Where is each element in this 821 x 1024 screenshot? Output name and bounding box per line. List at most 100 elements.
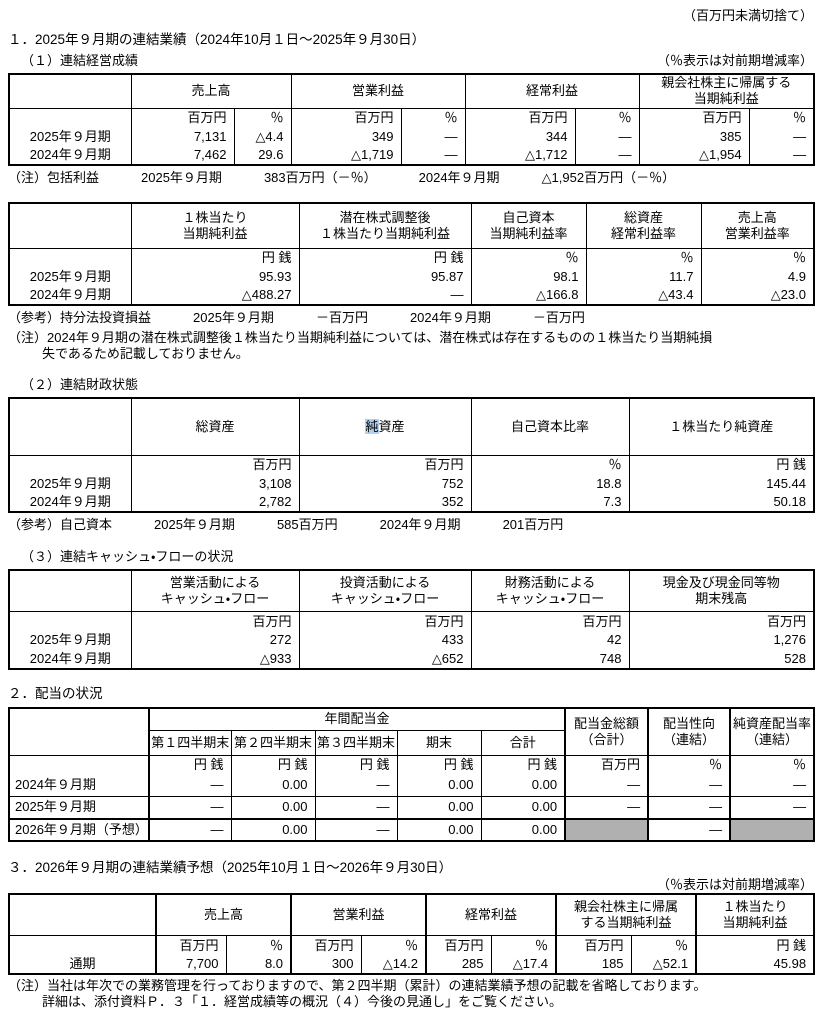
cell: △1,719	[290, 146, 402, 166]
section3-heading: ３．2026年９月期の連結業績予想（2025年10月１日～2026年９月30日）	[8, 859, 453, 875]
header-label: する当期純利益	[580, 915, 672, 931]
header-label: 経常利益	[465, 907, 518, 923]
cell: △17.4	[490, 954, 557, 974]
unit-cell: 百万円	[290, 935, 362, 955]
cell: 0.00	[480, 796, 566, 819]
header-label: 自己資本	[502, 210, 555, 226]
header-label: 親会社株主に帰属	[574, 899, 679, 915]
row-label: 2025年９月期	[8, 474, 132, 494]
header-label: 投資活動による	[339, 575, 431, 591]
per-share-table: １株当たり 当期純利益 潜在株式調整後 １株当たり当期純利益 自己資本 当期純利益率 …	[8, 202, 815, 307]
header-cell: 現金及び現金同等物 期末残高	[628, 569, 815, 613]
unit-cell: 百万円	[628, 611, 815, 631]
cell: △4.4	[233, 127, 292, 147]
cell: △1,712	[464, 146, 576, 166]
cell: 18.8	[470, 474, 630, 494]
cell: 0.00	[230, 796, 316, 819]
unit-cell: 円 銭	[480, 755, 566, 775]
cell: 50.18	[628, 493, 815, 513]
header-label: 期末残高	[695, 591, 748, 607]
unit-cell: 百万円	[425, 935, 492, 955]
cell: 748	[470, 649, 630, 669]
header-cell: 自己資本比率	[470, 397, 630, 456]
cell: 0.00	[396, 774, 482, 797]
header-label: キャッシュ・フロー	[330, 591, 440, 607]
header-label: （連結）	[663, 732, 716, 747]
unit-cell: ％	[574, 108, 640, 128]
cell	[8, 611, 132, 631]
unit-cell: 円 銭	[298, 248, 472, 268]
header-cell: 投資活動による キャッシュ・フロー	[298, 569, 472, 613]
cell: ―	[148, 774, 232, 797]
rounding-note: （百万円未満切捨て）	[682, 8, 813, 23]
cell: ―	[400, 127, 466, 147]
selected-text: 純	[365, 419, 379, 434]
row-label: 2025年９月期	[8, 267, 132, 287]
header-row: 売上高 営業利益 経常利益 親会社株主に帰属 する当期純利益 １株当たり 当期純利益	[8, 893, 815, 937]
cell: △1,954	[638, 146, 750, 166]
note-text: 201百万円	[502, 517, 564, 533]
header-cell: 売上高	[130, 73, 292, 109]
header-row: 第１四半期末 第２四半期末 第３四半期末 期末 合計	[9, 730, 814, 757]
cell: ―	[729, 774, 815, 797]
operating-results-table: 売上高 営業利益 経常利益 親会社株主に帰属する 当期純利益 百万円 ％ 百万円 …	[8, 73, 816, 167]
cell: 285	[425, 954, 492, 974]
unit-cell: 百万円	[130, 108, 235, 128]
cell: 352	[298, 493, 472, 513]
header-cell: 親会社株主に帰属する当期純利益	[555, 893, 697, 937]
header-cell: 合計	[480, 730, 566, 757]
header-label: 親会社株主に帰属する	[661, 75, 792, 91]
header-label: 営業利益	[332, 907, 385, 923]
note-text: 詳細は、添付資料Ｐ．３「１．経営成績等の概況（４）今後の見通し」をご覧ください。	[42, 994, 563, 1010]
pct-change-note-forecast: （％表示は対前期増減率）	[656, 876, 813, 892]
cell: 528	[628, 649, 815, 669]
header-cell: 純資産配当率 （連結）	[729, 707, 815, 757]
cell: 42	[470, 630, 630, 650]
cashflow-caption: （３）連結キャッシュ・フローの状況	[21, 548, 234, 564]
cell: ―	[400, 146, 466, 166]
section2-heading: ２．配当の状況	[8, 685, 103, 701]
cell: 0.00	[480, 817, 566, 841]
cell: 3,108	[130, 474, 300, 494]
cell: ―	[748, 127, 815, 147]
cell: △933	[130, 649, 300, 669]
header-cell: 親会社株主に帰属する当期純利益	[638, 73, 815, 109]
unit-cell: ％	[630, 935, 697, 955]
cell: 145.44	[628, 474, 815, 494]
header-row: 総資産 純資産 自己資本比率 １株当たり純資産	[8, 397, 815, 456]
cell: ―	[314, 796, 398, 819]
cell: 7,131	[130, 127, 235, 147]
cell: ―	[148, 796, 232, 819]
table-row: 2024年９月期 △488.27 ― △166.8 △43.4 △23.0	[8, 286, 815, 306]
row-label: 通期	[8, 954, 157, 974]
table-row: 2025年９月期 95.93 95.87 98.1 11.7 4.9	[8, 267, 815, 287]
header-cell: 営業活動による キャッシュ・フロー	[130, 569, 300, 613]
cell: 0.00	[480, 774, 566, 797]
row-label: 2024年９月期	[8, 146, 132, 166]
note-text: 失であるため記載しておりません。	[42, 345, 249, 361]
row-label: 2024年９月期	[8, 774, 150, 797]
header-label: 当期純利益率	[489, 226, 568, 242]
unit-cell: 百万円	[564, 755, 649, 775]
unit-cell: ％	[490, 935, 557, 955]
pct-change-note: （％表示は対前期増減率）	[656, 52, 813, 68]
header-label: 当期純利益	[722, 915, 788, 931]
cell: 7.3	[470, 493, 630, 513]
cell: 385	[638, 127, 750, 147]
unit-cell: 百万円	[130, 455, 300, 475]
cell: △488.27	[130, 286, 300, 306]
unit-cell: ％	[400, 108, 466, 128]
header-cell: 総資産 経常利益率	[585, 202, 702, 249]
header-label: １株当たり	[722, 899, 788, 915]
row-label: 2024年９月期	[8, 286, 132, 306]
cell: △23.0	[700, 286, 815, 306]
cell: 7,462	[130, 146, 235, 166]
header-cell: 売上高 営業利益率	[700, 202, 815, 249]
forecast-table: 売上高 営業利益 経常利益 親会社株主に帰属 する当期純利益 １株当たり 当期純利益…	[8, 892, 816, 975]
note-text: 383百万円（－％）	[263, 170, 377, 186]
units-row: 百万円 百万円 ％ 円 銭	[8, 455, 815, 475]
header-cell: １株当たり 当期純利益	[695, 893, 815, 937]
cell: ―	[574, 127, 640, 147]
cell: 752	[298, 474, 472, 494]
cell: 272	[130, 630, 300, 650]
